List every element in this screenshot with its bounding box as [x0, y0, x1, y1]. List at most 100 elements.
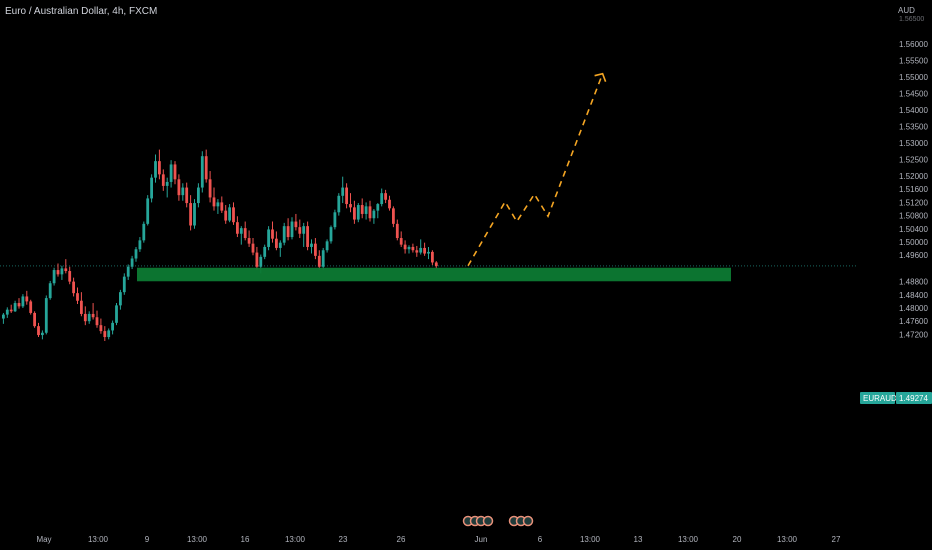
candle-body [189, 203, 192, 226]
candle [419, 239, 423, 255]
candle [115, 303, 118, 326]
candle [302, 222, 306, 247]
price-tick-label: 1.51600 [899, 185, 928, 194]
candle-body [60, 268, 64, 275]
candle-body [126, 266, 130, 277]
candle-body [204, 156, 208, 180]
candle-body [64, 268, 68, 272]
candle-body [411, 246, 415, 251]
price-tick-label: 1.47200 [899, 330, 928, 339]
candle-body [243, 228, 247, 239]
event-marker-icon[interactable] [522, 515, 534, 527]
candle [56, 263, 60, 277]
candle [317, 250, 321, 271]
candle-body [29, 301, 33, 313]
candle-body [267, 229, 270, 247]
candle-body [364, 206, 368, 214]
candle-body [294, 221, 298, 228]
candle-body [2, 314, 5, 319]
time-tick-label: 20 [733, 535, 742, 544]
candle [353, 200, 356, 224]
candle [87, 311, 91, 324]
price-tick-label: 1.54000 [899, 106, 928, 115]
candle [345, 183, 348, 209]
time-tick-label: 13 [634, 535, 643, 544]
candle-body [122, 276, 126, 293]
candle-body [384, 193, 387, 200]
candle [395, 219, 399, 241]
time-tick-label: 13:00 [678, 535, 699, 544]
candle-body [103, 331, 107, 338]
candle [341, 176, 345, 204]
time-tick-label: 27 [832, 535, 841, 544]
candle [232, 202, 235, 225]
candle-body [302, 226, 306, 234]
candle-body [220, 202, 224, 211]
candle-body [356, 205, 360, 220]
candle-body [228, 207, 231, 221]
candle [25, 290, 29, 305]
candle-body [5, 309, 9, 315]
time-tick-label: 13:00 [187, 535, 208, 544]
candle [158, 149, 161, 180]
candle-body [76, 293, 79, 301]
candle-body [427, 251, 430, 254]
price-tag-value-box [896, 392, 932, 404]
candle-body [392, 208, 395, 224]
candle-body [185, 187, 189, 204]
candle-body [259, 256, 263, 267]
price-tick-label: 1.47600 [899, 317, 928, 326]
candle-body [431, 251, 434, 263]
candle [212, 187, 216, 211]
candle-body [138, 240, 142, 250]
candle-body [329, 227, 333, 242]
candle [325, 239, 329, 253]
candle [208, 171, 212, 203]
candle [150, 174, 153, 203]
candle [216, 199, 220, 214]
price-tick-label: 1.52000 [899, 172, 928, 181]
price-tick-label: 1.51200 [899, 198, 928, 207]
candle-body [146, 198, 150, 224]
time-tick-label: 26 [397, 535, 406, 544]
candle-body [87, 313, 91, 322]
candle-body [52, 270, 56, 284]
candle [107, 328, 111, 340]
candle [290, 217, 294, 240]
candle [314, 238, 317, 260]
time-tick-label: 13:00 [580, 535, 601, 544]
candle [236, 216, 239, 238]
candle-body [325, 241, 329, 251]
price-tick-label: 1.50000 [899, 238, 928, 247]
candle [310, 239, 313, 254]
candle-body [372, 210, 376, 219]
candle [5, 307, 9, 318]
event-markers[interactable] [462, 515, 534, 527]
candle-body [236, 222, 239, 234]
time-tick-label: 13:00 [777, 535, 798, 544]
time-axis[interactable]: May 13:00 9 13:00 16 13:00 23 26 Jun 6 13:00 13 13:0… [36, 535, 841, 544]
price-tag-symbol: EURAUD [863, 394, 897, 403]
candle [427, 246, 430, 260]
candle [76, 287, 79, 305]
candle [91, 303, 95, 320]
demand-zone [137, 267, 731, 282]
price-tick-label: 1.53500 [899, 123, 928, 132]
event-marker-icon[interactable] [482, 515, 494, 527]
candle-body [111, 322, 114, 331]
candle [181, 183, 185, 201]
candle-body [341, 187, 345, 196]
candle [122, 273, 126, 295]
candle-body [290, 221, 294, 238]
candle [9, 304, 13, 313]
candle-body [321, 250, 325, 267]
price-tick-label: 1.48000 [899, 304, 928, 313]
candle-body [333, 212, 337, 228]
price-axis[interactable]: 1.56000 1.55500 1.55000 1.54500 1.54000 1.535… [899, 16, 928, 339]
candle-body [181, 187, 185, 196]
candle-body [150, 177, 153, 199]
candle [173, 161, 177, 185]
candle [95, 310, 99, 328]
time-tick-label: 9 [145, 535, 150, 544]
